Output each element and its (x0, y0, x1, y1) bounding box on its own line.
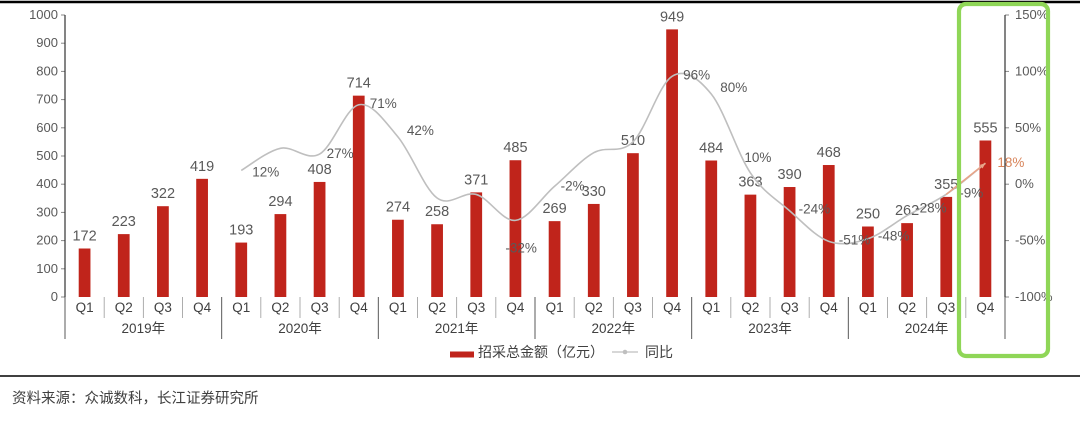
svg-text:50%: 50% (1015, 120, 1041, 135)
svg-text:269: 269 (542, 201, 566, 217)
svg-text:390: 390 (777, 167, 801, 183)
svg-text:274: 274 (386, 200, 410, 216)
svg-text:Q3: Q3 (781, 300, 799, 315)
svg-text:400: 400 (36, 176, 58, 191)
svg-text:Q3: Q3 (937, 300, 955, 315)
svg-text:Q1: Q1 (389, 300, 407, 315)
svg-text:355: 355 (934, 177, 958, 193)
svg-text:Q3: Q3 (624, 300, 642, 315)
svg-text:419: 419 (190, 159, 214, 175)
svg-text:193: 193 (229, 223, 253, 239)
svg-text:80%: 80% (720, 80, 747, 95)
svg-text:900: 900 (36, 35, 58, 50)
svg-text:Q2: Q2 (428, 300, 446, 315)
svg-text:2019年: 2019年 (122, 321, 166, 336)
svg-text:2022年: 2022年 (592, 321, 636, 336)
svg-text:同比: 同比 (645, 344, 673, 360)
svg-text:250: 250 (856, 207, 880, 223)
svg-text:485: 485 (503, 140, 527, 156)
svg-text:-24%: -24% (799, 202, 831, 217)
svg-text:150%: 150% (1015, 7, 1049, 22)
svg-text:1000: 1000 (29, 7, 58, 22)
svg-text:12%: 12% (252, 164, 279, 179)
svg-text:294: 294 (268, 194, 292, 210)
svg-text:330: 330 (582, 184, 606, 200)
svg-text:18%: 18% (997, 155, 1024, 170)
svg-text:2020年: 2020年 (278, 321, 322, 336)
svg-text:-28%: -28% (915, 201, 947, 216)
svg-text:300: 300 (36, 204, 58, 219)
svg-text:42%: 42% (407, 123, 434, 138)
svg-text:949: 949 (660, 9, 684, 25)
svg-text:Q3: Q3 (467, 300, 485, 315)
svg-text:Q4: Q4 (350, 300, 369, 315)
svg-text:700: 700 (36, 92, 58, 107)
svg-text:Q4: Q4 (820, 300, 839, 315)
svg-text:600: 600 (36, 120, 58, 135)
svg-text:0%: 0% (1015, 176, 1034, 191)
svg-text:258: 258 (425, 204, 449, 220)
svg-text:Q2: Q2 (898, 300, 916, 315)
svg-text:Q1: Q1 (859, 300, 877, 315)
svg-text:96%: 96% (683, 67, 710, 82)
svg-text:71%: 71% (370, 96, 397, 111)
svg-text:Q3: Q3 (311, 300, 329, 315)
svg-text:-32%: -32% (505, 240, 537, 255)
svg-text:100: 100 (36, 261, 58, 276)
svg-text:Q2: Q2 (741, 300, 759, 315)
svg-text:363: 363 (738, 175, 762, 191)
svg-text:Q4: Q4 (506, 300, 525, 315)
svg-text:408: 408 (307, 162, 331, 178)
svg-text:Q1: Q1 (76, 300, 94, 315)
svg-text:资料来源：众诚数科，长江证券研究所: 资料来源：众诚数科，长江证券研究所 (12, 390, 259, 407)
svg-text:-48%: -48% (878, 229, 910, 244)
svg-text:2024年: 2024年 (905, 321, 949, 336)
svg-text:Q2: Q2 (271, 300, 289, 315)
svg-text:714: 714 (347, 76, 371, 92)
svg-text:Q4: Q4 (976, 300, 995, 315)
svg-text:500: 500 (36, 148, 58, 163)
svg-text:2023年: 2023年 (748, 321, 792, 336)
svg-text:Q4: Q4 (193, 300, 212, 315)
svg-text:-50%: -50% (1015, 233, 1046, 248)
svg-text:Q4: Q4 (663, 300, 682, 315)
svg-text:招采总金额（亿元）: 招采总金额（亿元） (478, 344, 604, 360)
svg-text:10%: 10% (744, 150, 771, 165)
svg-text:-9%: -9% (959, 185, 983, 200)
svg-text:800: 800 (36, 63, 58, 78)
svg-text:555: 555 (973, 120, 997, 136)
svg-text:100%: 100% (1015, 63, 1049, 78)
svg-text:172: 172 (72, 229, 96, 245)
svg-text:-51%: -51% (839, 232, 871, 247)
svg-text:2021年: 2021年 (435, 321, 479, 336)
svg-text:Q1: Q1 (702, 300, 720, 315)
svg-text:484: 484 (699, 141, 723, 157)
svg-text:Q2: Q2 (585, 300, 603, 315)
svg-text:-2%: -2% (561, 178, 585, 193)
svg-text:322: 322 (151, 186, 175, 202)
svg-text:371: 371 (464, 172, 488, 188)
svg-text:Q1: Q1 (546, 300, 564, 315)
svg-text:468: 468 (817, 145, 841, 161)
svg-text:27%: 27% (327, 146, 354, 161)
svg-text:200: 200 (36, 233, 58, 248)
svg-text:Q2: Q2 (115, 300, 133, 315)
svg-text:Q3: Q3 (154, 300, 172, 315)
svg-text:Q1: Q1 (232, 300, 250, 315)
svg-text:0: 0 (51, 289, 58, 304)
svg-text:223: 223 (112, 214, 136, 230)
